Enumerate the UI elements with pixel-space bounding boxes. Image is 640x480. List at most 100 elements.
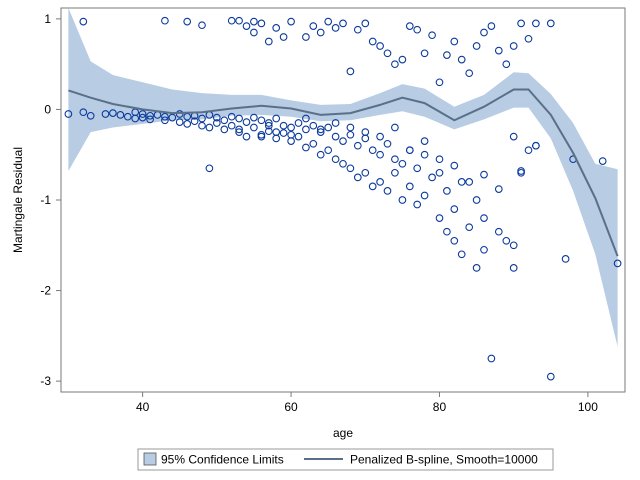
- data-point: [161, 16, 169, 25]
- data-point: [502, 60, 511, 69]
- data-point: [220, 125, 229, 134]
- data-point: [368, 37, 377, 46]
- data-point: [517, 167, 525, 175]
- data-point: [250, 17, 258, 26]
- spline-curve: [68, 88, 619, 257]
- data-point: [109, 109, 117, 117]
- legend-band-label: 95% Confidence Limits: [161, 453, 284, 467]
- x-tick-label: 80: [433, 400, 447, 414]
- x-tick-label: 40: [136, 400, 150, 414]
- data-point: [309, 22, 318, 30]
- data-point: [405, 182, 414, 191]
- data-point: [294, 132, 303, 141]
- data-point: [420, 191, 429, 200]
- data-point: [235, 128, 243, 136]
- data-point: [294, 119, 303, 127]
- data-point: [361, 128, 370, 136]
- data-point: [64, 110, 73, 118]
- data-point: [353, 141, 362, 150]
- data-point: [287, 137, 295, 145]
- data-point: [413, 25, 422, 34]
- data-point: [212, 113, 221, 122]
- data-point: [190, 117, 199, 126]
- data-point: [376, 178, 384, 186]
- data-point: [220, 116, 229, 125]
- data-point: [264, 121, 273, 130]
- x-tick-label: 60: [284, 400, 298, 414]
- data-point: [198, 114, 206, 123]
- data-point: [324, 17, 333, 26]
- data-point: [279, 129, 288, 137]
- data-point: [287, 123, 295, 132]
- data-point: [138, 113, 147, 122]
- x-tick-label: 100: [578, 400, 598, 414]
- data-point: [472, 196, 481, 204]
- data-point: [613, 259, 622, 268]
- y-tick-label: 1: [44, 12, 51, 26]
- data-point: [227, 121, 236, 130]
- data-point: [309, 139, 318, 148]
- data-point: [376, 150, 384, 159]
- data-point: [480, 170, 488, 179]
- data-point: [346, 164, 355, 173]
- data-point: [198, 121, 206, 130]
- data-point: [368, 182, 377, 191]
- y-axis: 1 0 -1 -2 -3: [40, 12, 61, 388]
- data-point: [457, 250, 466, 259]
- data-point: [509, 132, 518, 141]
- data-point: [472, 42, 481, 50]
- data-point: [361, 19, 370, 28]
- data-point: [339, 19, 347, 28]
- data-point: [465, 69, 474, 78]
- data-point: [183, 17, 192, 26]
- data-point: [257, 116, 266, 125]
- data-point: [175, 110, 184, 118]
- y-axis-title: Martingale Residual: [11, 147, 25, 253]
- data-point: [494, 185, 503, 193]
- data-point: [391, 60, 399, 69]
- data-point: [331, 132, 340, 141]
- data-point: [257, 19, 266, 28]
- data-point: [242, 118, 251, 126]
- data-point: [242, 132, 251, 141]
- data-point: [235, 16, 243, 25]
- data-point: [168, 113, 177, 122]
- data-point: [161, 116, 169, 125]
- data-point: [435, 214, 444, 222]
- data-point: [264, 119, 273, 127]
- data-point: [272, 134, 281, 143]
- data-point: [465, 223, 474, 232]
- data-point: [316, 125, 325, 134]
- data-point: [331, 119, 340, 127]
- data-point: [212, 119, 221, 127]
- data-point: [487, 354, 496, 363]
- data-point: [346, 130, 355, 139]
- data-point: [598, 157, 607, 165]
- data-point: [316, 128, 325, 136]
- data-point: [198, 21, 206, 30]
- data-point: [420, 49, 429, 58]
- data-point: [546, 19, 555, 28]
- data-point: [331, 24, 340, 32]
- data-point: [487, 22, 496, 30]
- data-point: [391, 123, 399, 132]
- data-point: [376, 42, 384, 50]
- data-point: [494, 227, 503, 236]
- y-tick-label: 0: [44, 102, 51, 116]
- data-point: [272, 114, 281, 123]
- data-point: [116, 111, 125, 119]
- data-point: [368, 146, 377, 155]
- data-point: [302, 114, 310, 123]
- data-point: [502, 236, 511, 245]
- data-point: [227, 112, 236, 121]
- data-point: [509, 42, 518, 50]
- data-point: [302, 125, 310, 134]
- data-point: [353, 173, 362, 182]
- data-point: [391, 155, 399, 164]
- data-point: [361, 134, 370, 143]
- data-point: [561, 255, 570, 263]
- data-point: [346, 123, 355, 132]
- data-point: [450, 205, 459, 213]
- y-tick-label: -1: [40, 193, 51, 207]
- data-point: [205, 164, 214, 173]
